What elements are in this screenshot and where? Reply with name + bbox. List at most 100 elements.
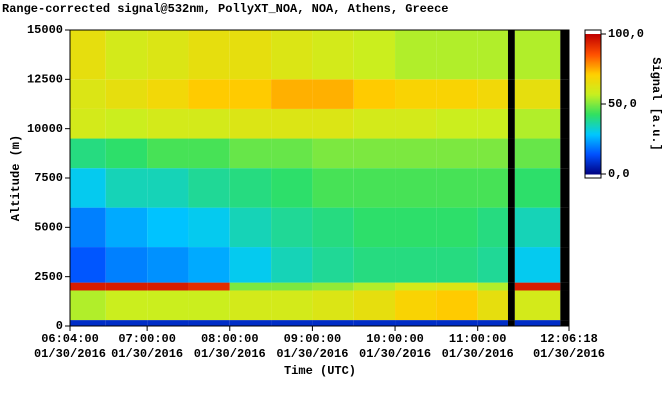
colorbar-step [585,90,601,93]
missing-data [560,247,569,283]
heatmap-cell [514,207,561,248]
heatmap-cell [188,138,230,169]
heatmap-cell [70,282,106,291]
colorbar-step [585,102,601,105]
colorbar-step [585,140,601,143]
heatmap-cell [312,79,354,109]
heatmap-cell [312,320,354,326]
heatmap-cell [105,168,148,208]
heatmap-cell [105,138,148,169]
heatmap-cell [147,247,189,283]
colorbar-step [585,110,601,113]
x-tick-label: 12:06:18 [540,332,598,346]
x-tick-label: 06:04:00 [41,332,99,346]
colorbar-step [585,168,601,171]
colorbar-step [585,134,601,137]
heatmap-cell [70,79,106,109]
colorbar-step [585,172,601,175]
heatmap-cell [147,168,189,208]
colorbar-step [585,98,601,101]
heatmap-cell [105,320,148,326]
heatmap-cell [395,79,437,109]
x-tick-date: 01/30/2016 [276,347,348,361]
heatmap-cell [477,79,508,109]
missing-data [560,138,569,169]
missing-data [507,247,515,283]
colorbar-step [585,128,601,131]
heatmap-cell [188,207,230,248]
heatmap-cell [312,207,354,248]
colorbar-tick-label: 100,0 [608,27,644,41]
heatmap-cell [395,320,437,326]
heatmap-cell [514,247,561,283]
colorbar-step [585,160,601,163]
colorbar-step [585,84,601,87]
heatmap-cell [70,138,106,169]
heatmap-cell [436,320,478,326]
colorbar-step [585,56,601,59]
heatmap-cell [271,138,313,169]
colorbar-step [585,96,601,99]
missing-data [560,320,569,326]
x-tick-label: 09:00:00 [284,332,342,346]
colorbar-step [585,142,601,145]
heatmap-cell [271,30,313,80]
heatmap-cell [188,108,230,139]
heatmap-cell [105,247,148,283]
heatmap-cell [271,320,313,326]
heatmap-cell [395,30,437,80]
colorbar-step [585,52,601,55]
x-tick-label: 07:00:00 [118,332,176,346]
heatmap-cell [188,30,230,80]
missing-data [507,320,515,326]
colorbar-step [585,82,601,85]
x-tick-date: 01/30/2016 [194,347,266,361]
missing-data [560,30,569,80]
heatmap-cell [147,290,189,321]
y-tick-label: 15000 [27,23,63,37]
missing-data [507,108,515,139]
colorbar-step [585,38,601,41]
y-tick-label: 10000 [27,122,63,136]
heatmap-cell [147,207,189,248]
colorbar-step [585,148,601,151]
heatmap-cell [229,79,272,109]
heatmap-cell [477,168,508,208]
colorbar-step [585,154,601,157]
x-tick-date: 01/30/2016 [533,347,605,361]
x-tick-date: 01/30/2016 [359,347,431,361]
heatmap-cell [105,108,148,139]
y-axis-label: Altitude (m) [9,135,23,221]
colorbar-step [585,88,601,91]
heatmap-cell [514,138,561,169]
colorbar-tick-label: 0,0 [608,167,630,181]
colorbar-step [585,44,601,47]
heatmap-cell [312,247,354,283]
heatmap-cell [188,290,230,321]
colorbar-step [585,166,601,169]
colorbar-step [585,48,601,51]
colorbar-step [585,116,601,119]
x-tick-date: 01/30/2016 [34,347,106,361]
colorbar-step [585,66,601,69]
colorbar-step [585,124,601,127]
missing-data [560,282,569,291]
colorbar-step [585,122,601,125]
colorbar-step [585,146,601,149]
heatmap-cell [229,168,272,208]
heatmap-cell [70,290,106,321]
heatmap-cell [395,290,437,321]
colorbar-step [585,138,601,141]
heatmap-cell [105,79,148,109]
colorbar-step [585,42,601,45]
heatmap-cell [477,30,508,80]
missing-data [507,282,515,291]
heatmap-cell [353,79,396,109]
heatmap-cell [436,108,478,139]
colorbar-step [585,86,601,89]
colorbar-step [585,144,601,147]
colorbar-step [585,60,601,63]
colorbar-step [585,170,601,173]
colorbar-step [585,126,601,129]
